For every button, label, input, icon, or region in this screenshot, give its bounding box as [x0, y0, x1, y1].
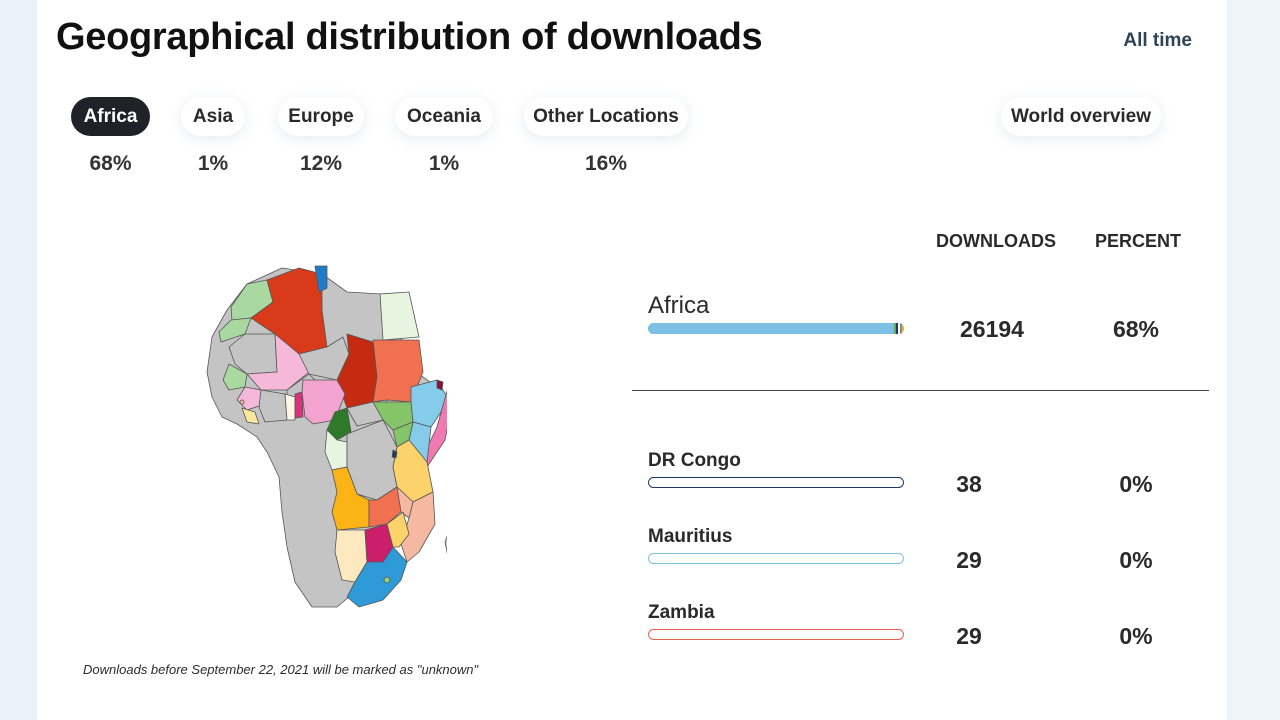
country-bar-dr-congo [648, 477, 904, 488]
tab-asia-percent: 1% [197, 152, 229, 175]
region-bar-segment [902, 323, 904, 334]
background-strip [1227, 0, 1280, 720]
column-header-downloads: DOWNLOADS [936, 231, 1056, 251]
map-region-western-sahara [218, 317, 252, 343]
region-bar-segment [900, 323, 902, 334]
country-bar-zambia [648, 629, 904, 640]
region-name: Africa [648, 292, 710, 319]
map-region-south-africa [346, 546, 408, 608]
map-region-cameroon [326, 407, 352, 441]
region-bar-fill [648, 323, 894, 334]
tab-label: Oceania [407, 105, 481, 127]
map-region-sudan [372, 339, 424, 403]
country-name-dr-congo: DR Congo [648, 450, 741, 471]
country-downloads: 29 [956, 547, 982, 573]
country-percent: 0% [1119, 623, 1153, 649]
tab-africa[interactable]: Africa [71, 97, 150, 136]
footnote: Downloads before September 22, 2021 will… [83, 662, 479, 677]
country-name-zambia: Zambia [648, 602, 715, 623]
downloads-panel: Geographical distribution of downloads A… [37, 0, 1227, 720]
region-bar-segment [898, 323, 900, 334]
map-region-madagascar [444, 501, 470, 563]
tab-other-locations[interactable]: Other Locations [524, 97, 688, 136]
tab-europe-percent: 12% [299, 152, 343, 175]
region-distribution-bar [648, 323, 904, 334]
tab-other-locations-percent: 16% [584, 152, 628, 175]
map-region-mauritius [239, 399, 245, 405]
map-region-ghana [284, 393, 296, 421]
region-percent: 68% [1112, 316, 1160, 342]
country-downloads: 29 [956, 623, 982, 649]
tab-oceania[interactable]: Oceania [395, 97, 493, 136]
tab-label: Asia [192, 105, 234, 127]
region-bar-segment [894, 323, 896, 334]
map-region-zimbabwe [386, 511, 410, 548]
country-name-mauritius: Mauritius [648, 526, 733, 547]
africa-map [187, 262, 470, 617]
button-label: World overview [1010, 105, 1152, 127]
africa-map-graphic [206, 265, 470, 608]
region-bar-segment [896, 323, 898, 334]
page-title: Geographical distribution of downloads [56, 16, 763, 58]
map-region-lesotho [383, 576, 391, 584]
map-region-egypt [379, 291, 420, 341]
tab-label: Africa [83, 105, 138, 127]
tab-europe[interactable]: Europe [278, 97, 364, 136]
time-period-selector[interactable]: All time [1123, 30, 1192, 51]
column-header-percent: PERCENT [1095, 231, 1182, 251]
tab-label: Other Locations [533, 105, 679, 127]
map-region-liberia [241, 407, 260, 425]
map-region-tunisia [314, 265, 328, 293]
tab-label: Europe [288, 105, 354, 127]
country-percent: 0% [1119, 471, 1153, 497]
map-region-cote-divoire [258, 389, 288, 423]
divider [632, 390, 1209, 391]
map-region-togo [294, 391, 304, 419]
country-percent: 0% [1119, 547, 1153, 573]
country-bar-mauritius [648, 553, 904, 564]
region-downloads: 26194 [960, 316, 1024, 342]
map-region-mozambique [400, 491, 436, 563]
map-region-guinea [236, 386, 266, 411]
map-region-burundi [391, 449, 398, 459]
tab-oceania-percent: 1% [428, 152, 460, 175]
tab-africa-percent: 68% [89, 152, 132, 175]
world-overview-button[interactable]: World overview [1001, 97, 1161, 136]
map-region-eritrea [436, 379, 444, 391]
country-downloads: 38 [956, 471, 982, 497]
tab-asia[interactable]: Asia [181, 97, 245, 136]
map-region-senegal [222, 363, 248, 391]
